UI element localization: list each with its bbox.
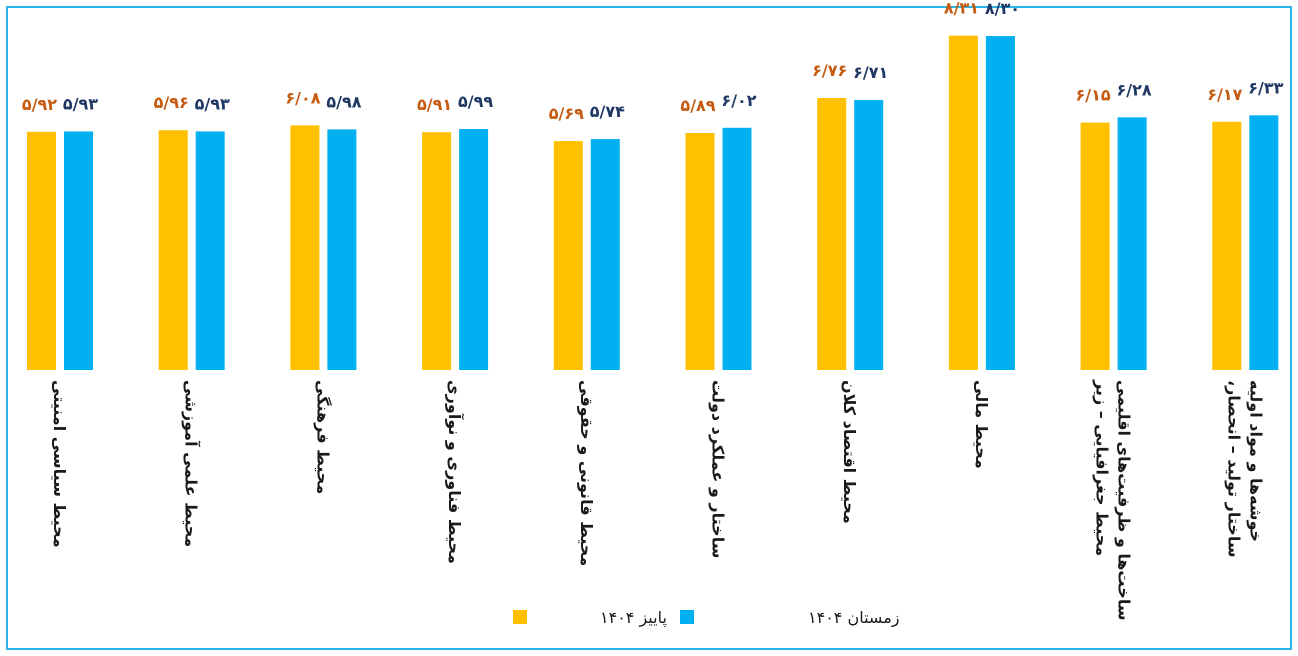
value-label-winter: ۵/۹۸ (326, 92, 361, 111)
value-label-autumn: ۵/۶۹ (549, 104, 584, 123)
category-label-line: محیط مالی (972, 380, 991, 469)
category-label-line: محیط علمی آموزشی (182, 380, 202, 547)
value-label-autumn: ۶/۱۷ (1207, 85, 1242, 104)
bar-winter (590, 139, 620, 370)
category-label-line: محیط اقتصاد کلان (840, 380, 859, 524)
value-label-autumn: ۵/۹۶ (154, 93, 189, 112)
category-label-line: محیط فرهنگی (313, 380, 332, 494)
chart-frame (6, 6, 1292, 650)
bar-winter (195, 131, 225, 370)
bar-autumn (948, 35, 978, 370)
bar-winter (722, 127, 752, 370)
category-label-line: ساختار و عملکرد دولت (709, 380, 728, 558)
legend-label-winter: زمستان ۱۴۰۴ (808, 608, 899, 628)
bar-winter (459, 129, 489, 370)
bar-autumn (1080, 122, 1110, 371)
legend-swatch-winter (680, 610, 694, 624)
category-label-line: ساخت‌ها و ظرفیت‌های اقلیمی (1115, 380, 1134, 621)
category-label: ساختار و عملکرد دولت (709, 380, 728, 558)
bar-autumn (817, 98, 847, 371)
value-label-autumn: ۵/۸۹ (680, 96, 715, 115)
category-label-line: محیط فناوری و نوآوری (445, 380, 465, 564)
value-label-winter: ۵/۹۹ (458, 92, 493, 111)
category-label-line: محیط قانونی و حقوقی (577, 380, 596, 566)
bar-autumn (553, 141, 583, 370)
value-label-autumn: ۶/۰۸ (285, 88, 320, 107)
legend-swatch-autumn (513, 610, 527, 624)
bar-winter (64, 131, 93, 370)
bar-winter (985, 36, 1015, 371)
legend-label-autumn: پاییز ۱۴۰۴ (600, 608, 667, 628)
category-label: محیط علمی آموزشی (182, 380, 202, 547)
bar-autumn (158, 130, 188, 370)
category-label: محیط فرهنگی (313, 380, 332, 494)
bar-autumn (290, 125, 320, 370)
category-label-line: محیط جغرافیایی – زیر (1093, 379, 1112, 556)
value-label-winter: ۶/۲۸ (1117, 80, 1152, 99)
value-label-autumn: ۸/۳۱ (944, 0, 979, 18)
category-label: ساختار تولید – انحصار، خوشه‌ها و مواد اول… (1224, 380, 1265, 558)
category-label: محیط سیاسی امنیتی (50, 380, 69, 548)
bar-autumn (1212, 121, 1242, 371)
category-label-line: خوشه‌ها و مواد اولیه (1246, 380, 1265, 542)
value-label-winter: ۶/۷۱ (853, 63, 888, 82)
value-label-autumn: ۵/۹۱ (417, 95, 452, 114)
value-label-winter: ۵/۹۳ (195, 94, 230, 113)
category-label-line: ساختار تولید – انحصار، (1224, 380, 1243, 558)
category-label: محیط جغرافیایی – زیر ساخت‌ها و ظرفیت‌های … (1093, 379, 1134, 621)
value-label-autumn: ۶/۷۶ (812, 61, 847, 80)
bar-winter (1117, 117, 1147, 370)
category-label-line: محیط سیاسی امنیتی (50, 380, 69, 548)
category-label: محیط قانونی و حقوقی (577, 380, 596, 566)
value-label-winter: ۶/۳۳ (1248, 78, 1283, 97)
bar-autumn (685, 133, 715, 370)
value-label-winter: ۶/۰۲ (721, 91, 756, 110)
bar-autumn (27, 131, 56, 370)
value-label-autumn: ۵/۹۲ (22, 95, 57, 114)
bar-autumn (422, 132, 452, 370)
value-label-winter: ۵/۹۳ (63, 94, 98, 113)
category-label: محیط مالی (972, 380, 991, 469)
value-label-winter: ۸/۳۰ (985, 0, 1020, 18)
category-label: محیط فناوری و نوآوری (445, 380, 465, 564)
category-label: محیط اقتصاد کلان (840, 380, 859, 524)
bar-winter (1249, 115, 1279, 370)
bar-winter (854, 100, 884, 370)
bar-winter (327, 129, 357, 370)
value-label-winter: ۵/۷۴ (590, 102, 625, 121)
value-label-autumn: ۶/۱۵ (1076, 86, 1111, 105)
